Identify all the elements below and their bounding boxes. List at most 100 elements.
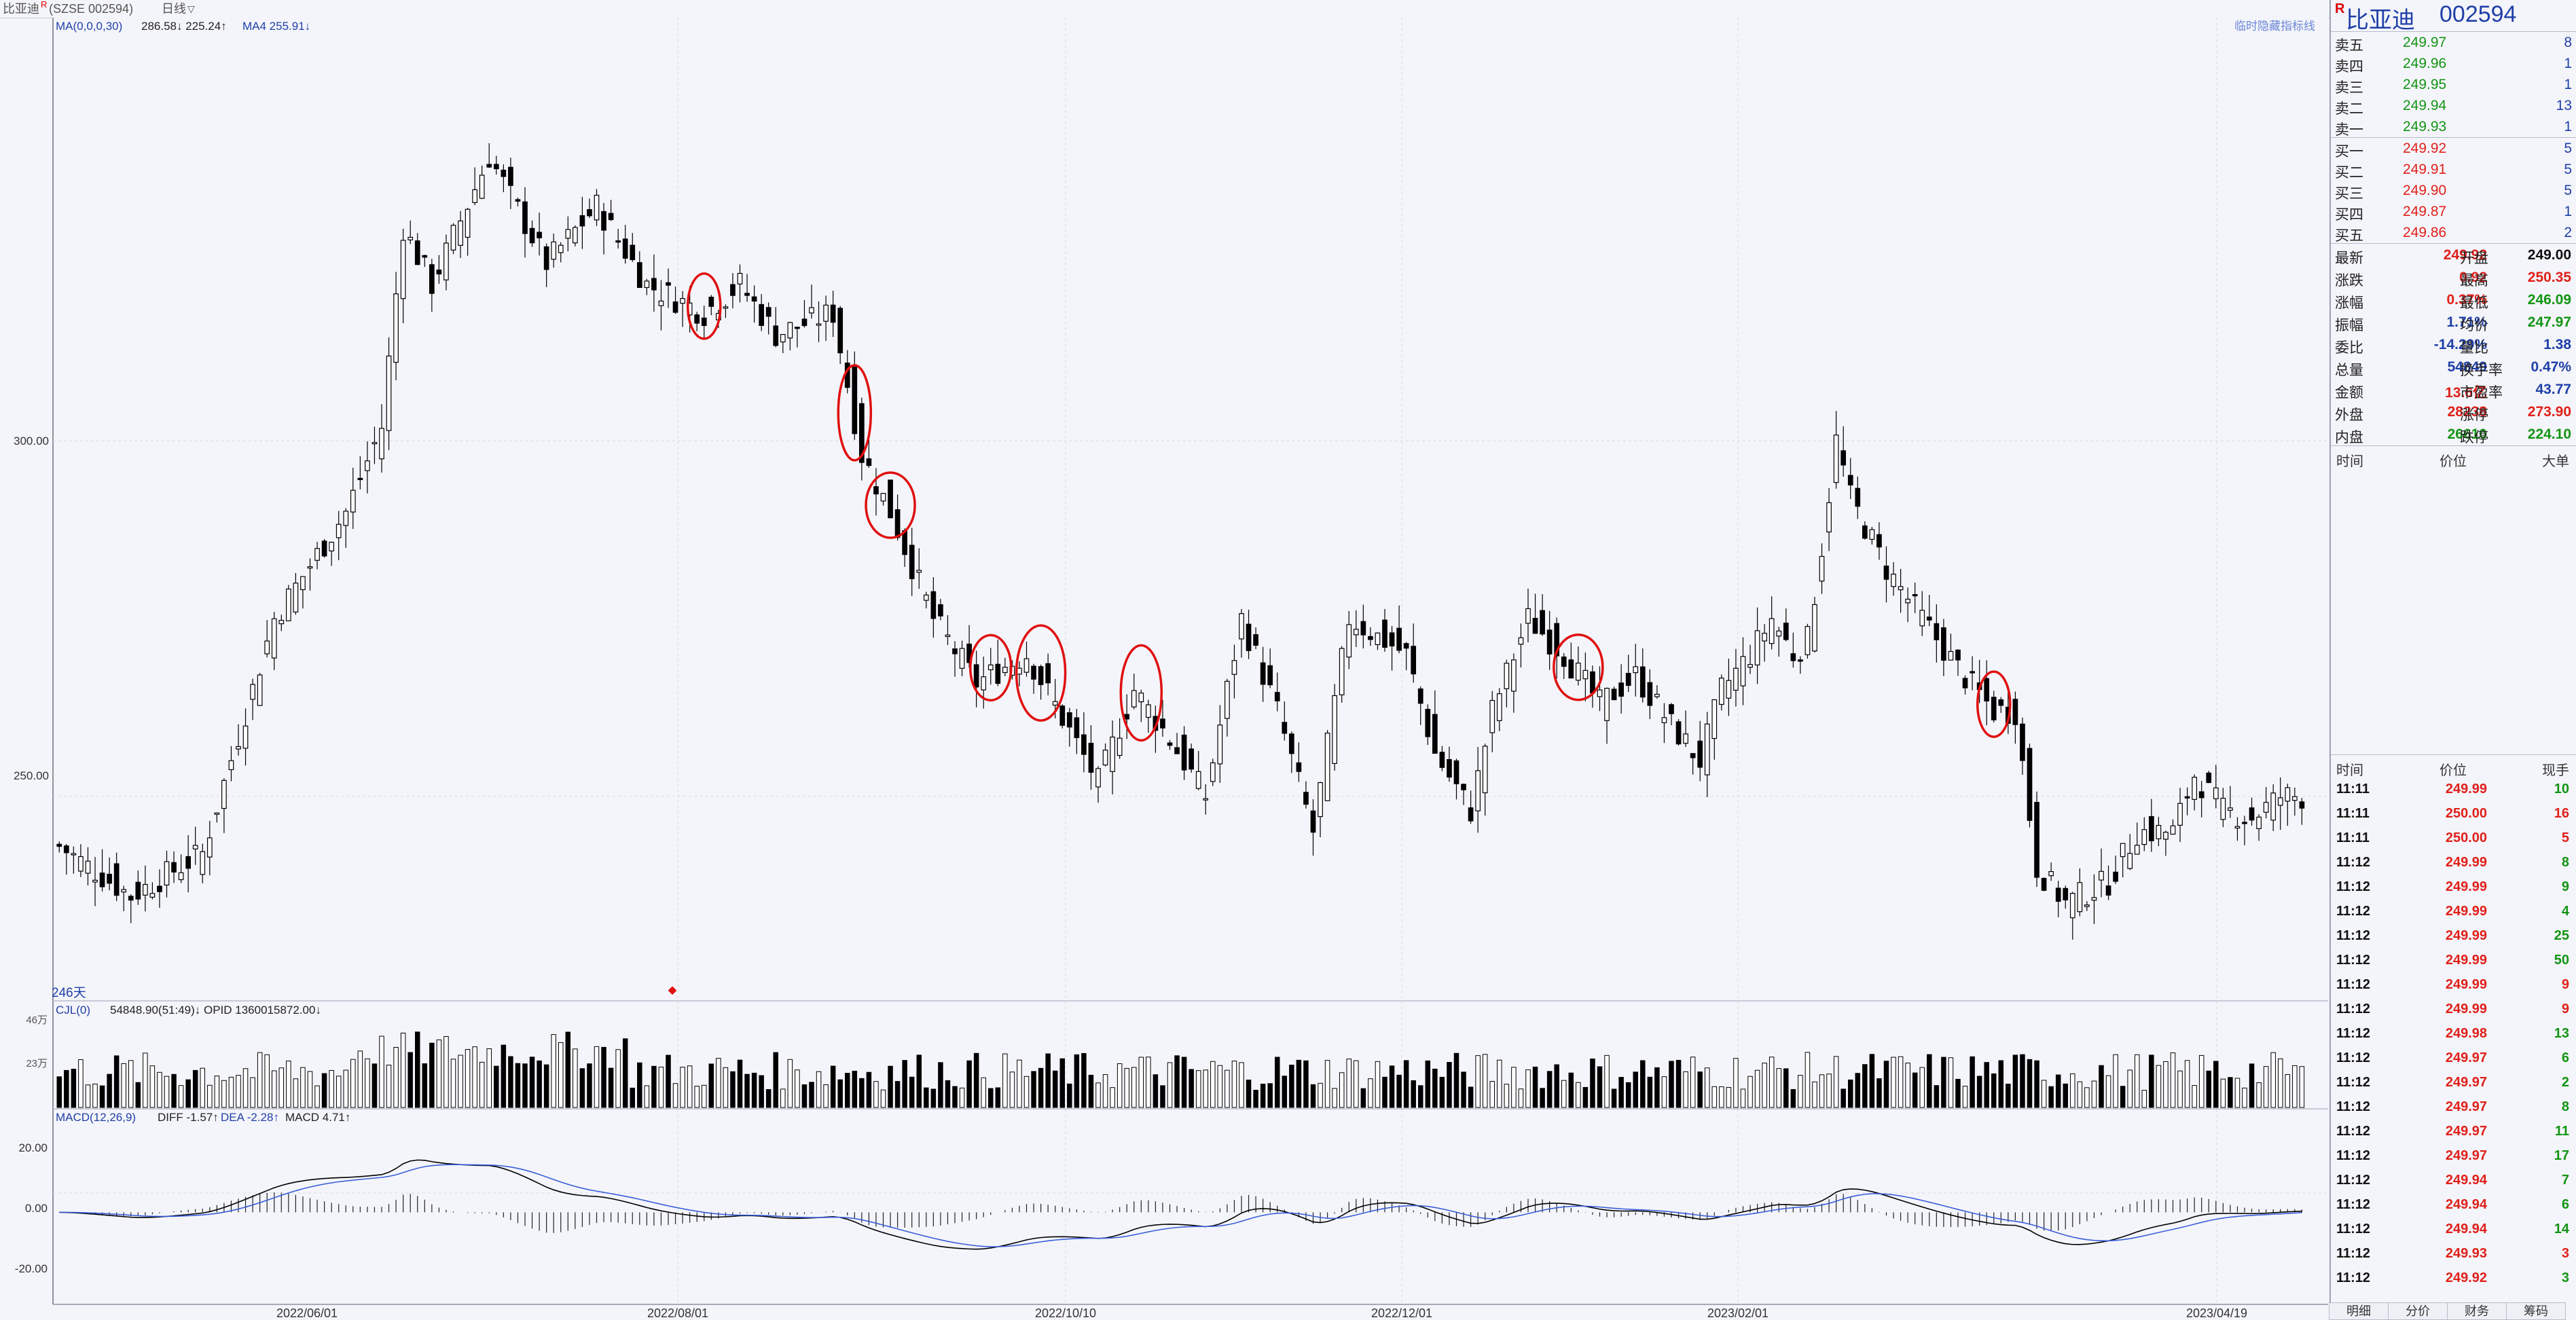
tick-row[interactable]: 11:11 250.00 5 (2331, 826, 2576, 850)
candle-body (2077, 882, 2083, 913)
volume-bar (2270, 1052, 2276, 1108)
volume-bar (1181, 1057, 1187, 1108)
volume-bar (1948, 1057, 1954, 1108)
volume-bar (1561, 1080, 1567, 1108)
candle-body (1869, 529, 1875, 540)
volume-bar (1618, 1077, 1624, 1108)
tick-row[interactable]: 11:12 249.99 9 (2331, 997, 2576, 1021)
ma-indicator-label[interactable]: MA(0,0,0,30) (56, 20, 122, 33)
stock-name[interactable]: 比亚迪 (2346, 7, 2415, 33)
tick-row[interactable]: 11:12 249.97 11 (2331, 1119, 2576, 1143)
candle-body (1382, 619, 1387, 648)
candle-body (307, 566, 313, 569)
bid-row[interactable]: 买四 249.87 1 (2331, 201, 2576, 223)
tick-time: 11:12 (2336, 977, 2371, 992)
tick-row[interactable]: 11:12 249.99 9 (2331, 972, 2576, 997)
ask-row[interactable]: 卖四 249.96 1 (2331, 53, 2576, 75)
tick-row[interactable]: 11:12 249.97 2 (2331, 1070, 2576, 1095)
bid-row[interactable]: 买一 249.92 5 (2331, 138, 2576, 160)
tick-time: 11:12 (2336, 1099, 2371, 1114)
tick-row[interactable]: 11:12 249.97 6 (2331, 1046, 2576, 1070)
chevron-down-icon[interactable]: ▽ (187, 3, 195, 14)
candle-body (429, 264, 435, 294)
volume-bar (1998, 1060, 2004, 1108)
tick-row[interactable]: 11:12 249.99 8 (2331, 850, 2576, 875)
candle-body (780, 333, 786, 343)
tick-row[interactable]: 11:11 249.99 10 (2331, 777, 2576, 801)
candle-body (2213, 787, 2219, 799)
tick-row[interactable]: 11:11 250.00 16 (2331, 801, 2576, 826)
volume-bar (902, 1060, 907, 1108)
volume-bar (272, 1070, 277, 1108)
candle-body (1876, 534, 1882, 548)
candle-body (2170, 825, 2176, 835)
tick-row[interactable]: 11:12 249.92 3 (2331, 1266, 2576, 1290)
tick-row[interactable]: 11:12 249.94 14 (2331, 1217, 2576, 1241)
volume-bar (2177, 1070, 2183, 1108)
candle-body (1267, 665, 1273, 686)
ask-row[interactable]: 卖三 249.95 1 (2331, 74, 2576, 96)
tick-row[interactable]: 11:12 249.99 4 (2331, 899, 2576, 923)
candle-body (1360, 621, 1366, 636)
volume-bar (1009, 1071, 1015, 1108)
volume-bar (1625, 1082, 1631, 1108)
hide-indicator-link[interactable]: 临时隐藏指标线 (2234, 20, 2315, 33)
tick-row[interactable]: 11:12 249.98 13 (2331, 1021, 2576, 1046)
volume-bar (1798, 1075, 1803, 1108)
tick-row[interactable]: 11:12 249.99 25 (2331, 923, 2576, 948)
bid-row[interactable]: 买二 249.91 5 (2331, 159, 2576, 181)
tick-row[interactable]: 11:12 249.99 50 (2331, 948, 2576, 972)
candle-body (622, 238, 628, 259)
candle-body (708, 297, 714, 307)
volume-bar (702, 1084, 707, 1108)
stock-name-title[interactable]: 比亚迪 (3, 2, 39, 16)
tab-finance[interactable]: 财务 (2447, 1302, 2507, 1320)
volume-bar (2070, 1073, 2075, 1108)
candle-body (2012, 699, 2018, 725)
ask-row[interactable]: 卖一 249.93 1 (2331, 116, 2576, 138)
volume-bar (207, 1084, 213, 1108)
volume-bar (1081, 1052, 1087, 1108)
stock-code[interactable]: 002594 (2439, 1, 2517, 27)
kline-chart-area[interactable]: MA(0,0,0,30) 286.58↓ 225.24↑ MA4 255.91↓… (0, 18, 2329, 1320)
ask-row[interactable]: 卖二 249.94 13 (2331, 95, 2576, 117)
volume-bar (888, 1065, 893, 1108)
tick-row[interactable]: 11:12 249.97 8 (2331, 1095, 2576, 1119)
tick-row[interactable]: 11:12 249.97 17 (2331, 1143, 2576, 1168)
tab-chips[interactable]: 筹码 (2506, 1302, 2566, 1320)
candle-body (1618, 682, 1624, 697)
book-volume: 2 (2564, 225, 2572, 240)
bigorder-list[interactable] (2331, 468, 2576, 754)
tick-time: 11:12 (2336, 879, 2371, 894)
stat-value: 249.00 (2527, 247, 2571, 263)
bid-row[interactable]: 买三 249.90 5 (2331, 180, 2576, 202)
volume-bar (1289, 1065, 1294, 1108)
candle-body (465, 208, 471, 238)
candle-body (2084, 904, 2090, 907)
stat-value: 1.38 (2543, 337, 2571, 352)
candle-body (1604, 688, 1610, 721)
tick-row[interactable]: 11:12 249.94 6 (2331, 1192, 2576, 1217)
bid-row[interactable]: 买五 249.86 2 (2331, 222, 2576, 244)
tick-list[interactable]: 11:11 249.99 10 11:11 250.00 16 11:11 250.00 5 11… (2331, 777, 2576, 1290)
tick-row[interactable]: 11:12 249.94 7 (2331, 1168, 2576, 1192)
volume-bar (801, 1084, 808, 1108)
candle-body (572, 227, 578, 244)
tab-detail[interactable]: 明细 (2329, 1302, 2389, 1320)
candle-body (371, 441, 378, 445)
period-selector[interactable]: 日线 (162, 2, 186, 16)
tick-row[interactable]: 11:12 249.99 9 (2331, 875, 2576, 899)
ask-row[interactable]: 卖五 249.97 8 (2331, 32, 2576, 54)
volume-bar (1962, 1086, 1968, 1108)
volume-bar (1518, 1088, 1524, 1108)
volume-label[interactable]: CJL(0) (56, 1004, 90, 1016)
candle-body (1790, 653, 1796, 661)
tick-row[interactable]: 11:12 249.93 3 (2331, 1241, 2576, 1266)
candle-body (1719, 678, 1724, 705)
stat-label: 最高 (2460, 273, 2488, 289)
candle-body (1733, 667, 1739, 691)
candle-body (78, 856, 84, 872)
tab-price-dist[interactable]: 分价 (2388, 1302, 2448, 1320)
macd-label[interactable]: MACD(12,26,9) (56, 1111, 136, 1124)
candle-body (2127, 853, 2133, 869)
